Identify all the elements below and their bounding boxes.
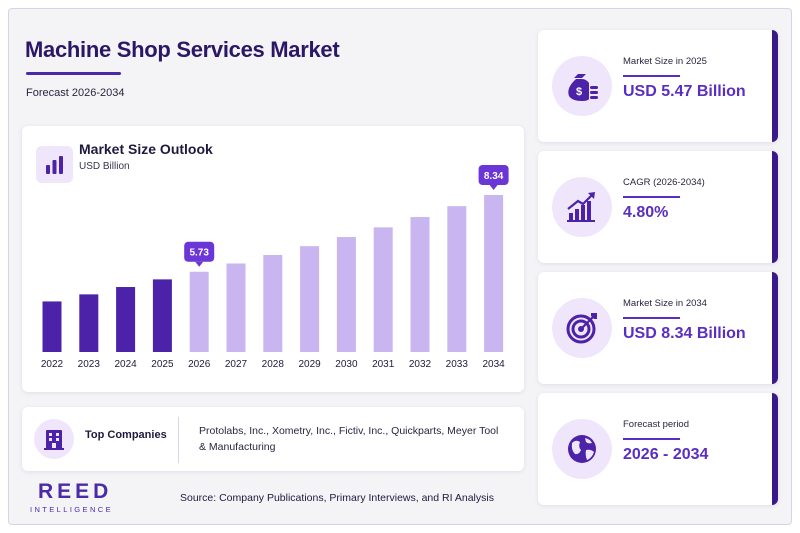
x-tick-label: 2031 (372, 359, 395, 370)
stat-card-market-size-2025: $ Market Size in 2025 USD 5.47 Billion (538, 30, 778, 142)
stat-value: USD 8.34 Billion (623, 325, 746, 342)
logo-wordmark: REED (38, 480, 113, 503)
page-title: Machine Shop Services Market (25, 37, 340, 62)
stat-label: Market Size in 2034 (623, 298, 707, 309)
stat-underline (623, 75, 680, 77)
bar-2029 (300, 246, 320, 352)
bar-2026 (189, 271, 209, 352)
bar-2027 (226, 263, 246, 352)
money-bag-icon: $ (552, 56, 612, 116)
x-tick-label: 2029 (298, 359, 321, 370)
stat-accent-bar (772, 393, 778, 505)
stat-card-market-size-2034: Market Size in 2034 USD 8.34 Billion (538, 272, 778, 384)
x-tick-label: 2033 (446, 359, 469, 370)
stat-accent-bar (772, 30, 778, 142)
svg-text:$: $ (576, 86, 582, 98)
x-tick-label: 2027 (225, 359, 248, 370)
stat-label: CAGR (2026-2034) (623, 177, 705, 188)
stat-underline (623, 438, 680, 440)
x-tick-label: 2025 (151, 359, 174, 370)
x-tick-label: 2024 (114, 359, 137, 370)
stat-label: Market Size in 2025 (623, 56, 707, 67)
divider (178, 417, 179, 463)
x-tick-label: 2022 (41, 359, 64, 370)
x-tick-label: 2023 (78, 359, 101, 370)
stat-accent-bar (772, 272, 778, 384)
bar-2030 (336, 237, 356, 352)
bar-2034 (484, 195, 504, 352)
bar-2023 (79, 294, 99, 352)
title-underline (26, 72, 121, 75)
data-label-2034: 8.34 (478, 165, 509, 190)
stat-value: 2026 - 2034 (623, 446, 709, 463)
growth-chart-icon (552, 177, 612, 237)
x-tick-label: 2028 (262, 359, 285, 370)
bar-chart-icon (36, 146, 73, 183)
bar-2031 (373, 227, 393, 352)
stat-accent-bar (772, 151, 778, 263)
x-tick-label: 2032 (409, 359, 432, 370)
svg-text:5.73: 5.73 (189, 248, 209, 259)
bar-2032 (410, 217, 430, 352)
x-tick-label: 2026 (188, 359, 211, 370)
target-icon (552, 298, 612, 358)
svg-text:8.34: 8.34 (484, 171, 504, 182)
top-companies-list: Protolabs, Inc., Xometry, Inc., Fictiv, … (199, 425, 499, 453)
stat-value: 4.80% (623, 204, 669, 221)
chart-unit: USD Billion (79, 161, 130, 172)
stat-card-cagr: CAGR (2026-2034) 4.80% (538, 151, 778, 263)
chart-title: Market Size Outlook (79, 141, 213, 157)
bar-2024 (116, 287, 136, 352)
source-note: Source: Company Publications, Primary In… (180, 492, 494, 504)
page-subtitle: Forecast 2026-2034 (26, 87, 125, 99)
bar-2022 (42, 301, 62, 352)
bar-chart: 2022 2023 2024 2025 2026 5.73 2027 2028 2029 2030… (41, 165, 509, 370)
x-tick-label: 2034 (482, 359, 505, 370)
bar-2028 (263, 254, 283, 352)
bar-2033 (447, 206, 467, 352)
data-label-2026: 5.73 (184, 241, 215, 267)
globe-icon (552, 419, 612, 479)
stat-underline (623, 317, 680, 319)
chart-card: Market Size Outlook USD Billion 2022 2023… (22, 126, 524, 392)
x-tick-label: 2030 (335, 359, 358, 370)
bar-2025 (152, 279, 172, 352)
stat-label: Forecast period (623, 419, 690, 430)
stat-value: USD 5.47 Billion (623, 83, 746, 100)
building-icon (34, 419, 74, 459)
top-companies-card: Top Companies Protolabs, Inc., Xometry, … (22, 407, 524, 471)
top-companies-label: Top Companies (85, 429, 167, 441)
stat-underline (623, 196, 680, 198)
stat-card-forecast-period: Forecast period 2026 - 2034 (538, 393, 778, 505)
logo-subtitle: INTELLIGENCE (30, 505, 113, 514)
